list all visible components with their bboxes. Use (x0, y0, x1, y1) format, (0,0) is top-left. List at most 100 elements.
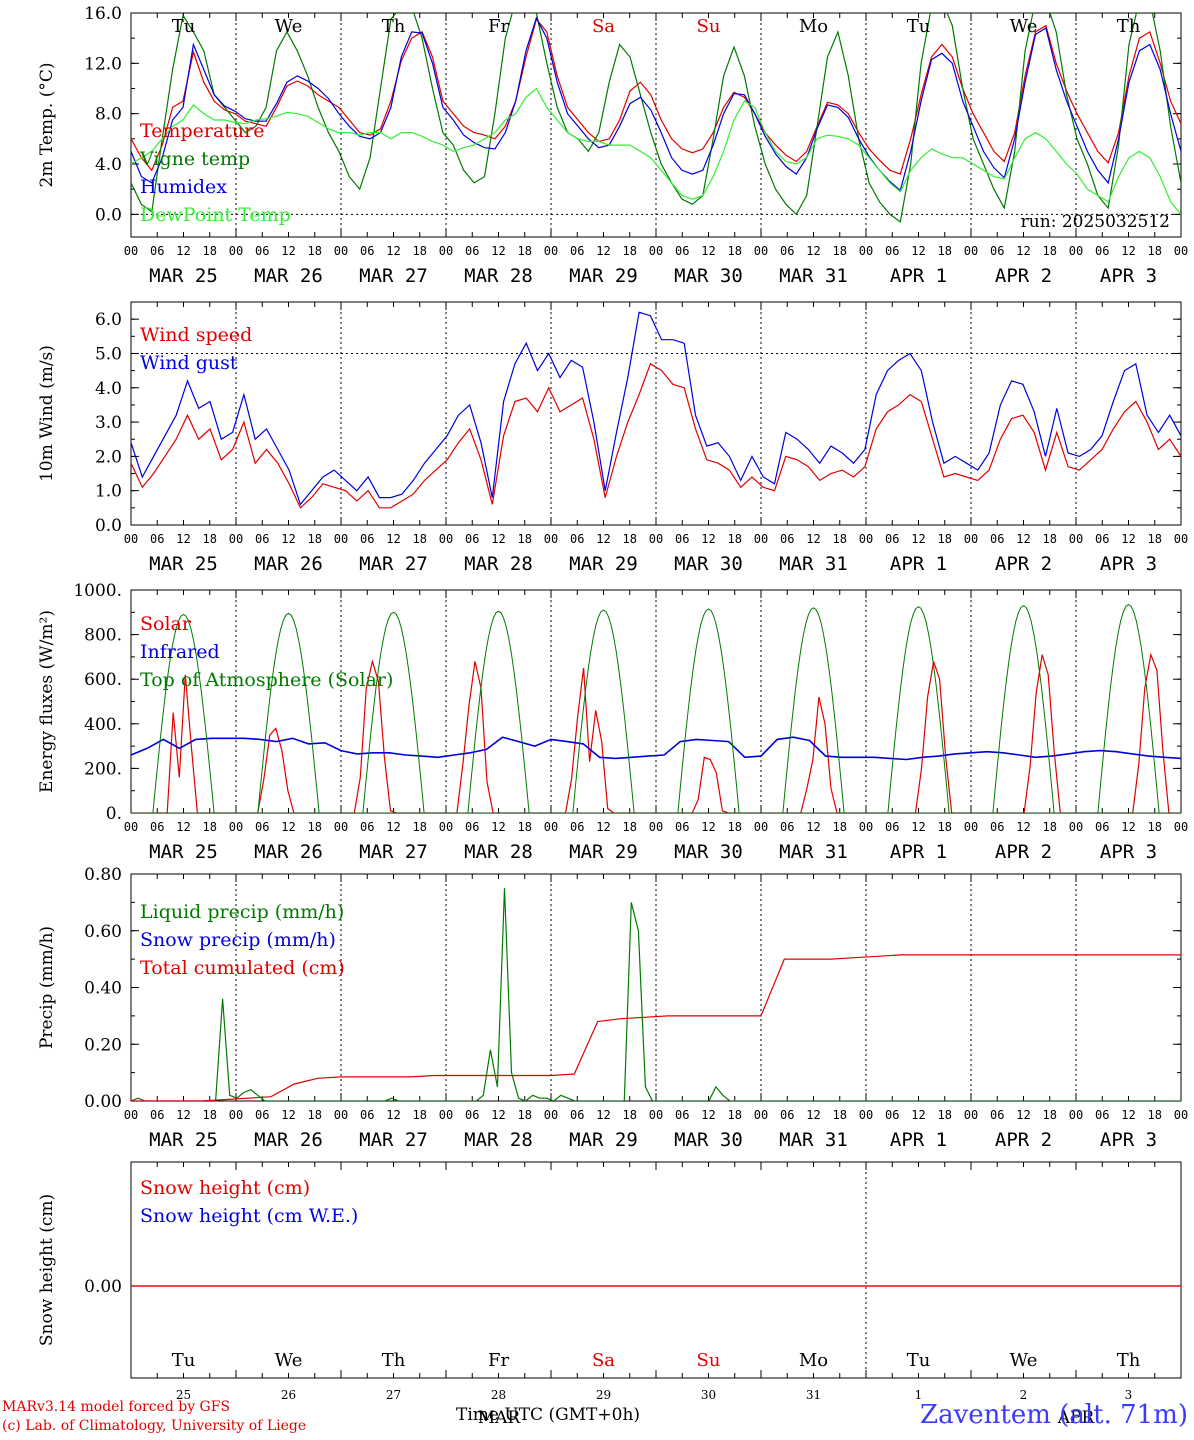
hour-tick-label: 06 (885, 820, 899, 834)
hour-tick-label: 00 (754, 1108, 768, 1122)
y-tick-label: 12.0 (84, 54, 122, 74)
hour-tick-label: 18 (518, 1108, 532, 1122)
weekday-label-top: Tu (172, 16, 196, 37)
hour-tick-label: 18 (623, 820, 637, 834)
weekday-label-bottom: Fr (488, 1350, 509, 1371)
hour-tick-label: 00 (859, 820, 873, 834)
credit-line-lab: (c) Lab. of Climatology, University of L… (2, 1418, 307, 1434)
date-label: MAR 28 (464, 841, 533, 863)
date-label: MAR 29 (569, 553, 638, 575)
hour-tick-label: 18 (1148, 820, 1162, 834)
hour-tick-label: 06 (360, 532, 374, 546)
date-label: MAR 25 (149, 553, 218, 575)
hour-tick-label: 00 (544, 820, 558, 834)
hour-tick-label: 06 (1095, 820, 1109, 834)
series-line (131, 954, 1181, 1101)
day-number: 27 (386, 1388, 401, 1402)
legend-entry: Liquid precip (mm/h) (140, 901, 344, 923)
hour-tick-label: 12 (491, 532, 505, 546)
weekday-label-top: Sa (592, 16, 615, 37)
date-label: MAR 26 (254, 265, 323, 287)
toa-solar-curve (467, 610, 530, 813)
hour-tick-label: 00 (124, 820, 138, 834)
series-group (131, 603, 1181, 813)
hour-tick-label: 06 (990, 820, 1004, 834)
hour-tick-label: 00 (334, 244, 348, 258)
hour-tick-label: 12 (176, 532, 190, 546)
hour-tick-label: 06 (360, 1108, 374, 1122)
hour-tick-label: 06 (885, 532, 899, 546)
y-tick-label: 0.60 (84, 922, 122, 942)
legend-entry: Solar (140, 613, 192, 635)
legend-entry: Snow precip (mm/h) (140, 929, 336, 951)
y-tick-label: 16.0 (84, 4, 122, 24)
hour-tick-label: 00 (1069, 1108, 1083, 1122)
hour-tick-label: 00 (754, 820, 768, 834)
hour-tick-label: 06 (885, 1108, 899, 1122)
date-label: APR 3 (1100, 1129, 1157, 1151)
y-tick-label: 0.40 (84, 979, 122, 999)
hour-tick-label: 06 (150, 244, 164, 258)
date-label: MAR 31 (779, 1129, 848, 1151)
credit-line-model: MARv3.14 model forced by GFS (2, 1399, 231, 1415)
y-tick-label: 3.0 (95, 413, 122, 433)
hour-tick-label: 00 (334, 820, 348, 834)
hour-tick-label: 00 (124, 1108, 138, 1122)
weekday-label-top: Mo (799, 16, 828, 37)
hour-tick-label: 18 (728, 532, 742, 546)
hour-tick-label: 12 (701, 244, 715, 258)
hour-tick-label: 00 (544, 244, 558, 258)
hour-tick-label: 18 (1148, 1108, 1162, 1122)
date-label: MAR 27 (359, 553, 428, 575)
hour-tick-label: 00 (1174, 532, 1188, 546)
date-label: APR 1 (890, 553, 947, 575)
weekday-label-bottom: Su (697, 1350, 721, 1371)
hour-tick-label: 06 (360, 244, 374, 258)
month-label: MAR (478, 1408, 522, 1428)
y-tick-label: 5.0 (95, 344, 122, 364)
toa-solar-curve (677, 608, 740, 813)
hour-tick-label: 12 (596, 244, 610, 258)
month-label: APR (1057, 1408, 1096, 1428)
hour-tick-label: 12 (911, 820, 925, 834)
date-label: MAR 25 (149, 1129, 218, 1151)
date-label: MAR 26 (254, 553, 323, 575)
hour-tick-label: 06 (990, 532, 1004, 546)
hour-tick-label: 18 (833, 244, 847, 258)
hour-tick-label: 12 (491, 1108, 505, 1122)
series-line (131, 736, 1181, 761)
hour-tick-label: 18 (1043, 532, 1057, 546)
weekday-label-bottom: Tu (907, 1350, 931, 1371)
hour-tick-label: 00 (229, 820, 243, 834)
weekday-label-bottom: We (1010, 1350, 1038, 1371)
legend-entry: Snow height (cm) (140, 1177, 310, 1199)
hour-tick-label: 06 (1095, 244, 1109, 258)
weekday-label-top: We (1010, 16, 1038, 37)
hour-tick-label: 06 (780, 532, 794, 546)
date-label: MAR 26 (254, 841, 323, 863)
hour-tick-label: 00 (649, 1108, 663, 1122)
panel-2: 00 06 12 18 00 06 12 18 00 06 12 18 00 06 12 18 00 06 12 18… (37, 301, 1188, 575)
y-axis-label: Snow height (cm) (37, 1194, 57, 1346)
y-tick-label: 400. (84, 715, 122, 735)
weekday-label-bottom: Th (1117, 1350, 1141, 1371)
y-axis-label: Energy fluxes (W/m²) (37, 610, 57, 793)
hour-tick-label: 06 (675, 1108, 689, 1122)
hour-tick-label: 00 (334, 532, 348, 546)
hour-tick-label: 00 (1174, 820, 1188, 834)
hour-tick-label: 00 (544, 532, 558, 546)
hour-tick-label: 12 (176, 244, 190, 258)
hour-tick-label: 12 (701, 820, 715, 834)
hour-tick-label: 06 (465, 1108, 479, 1122)
weekday-label-top: Th (382, 16, 406, 37)
hour-tick-label: 06 (780, 820, 794, 834)
y-tick-label: 8.0 (95, 105, 122, 125)
hour-tick-label: 06 (150, 820, 164, 834)
y-tick-label: 0.20 (84, 1035, 122, 1055)
hour-tick-label: 00 (859, 244, 873, 258)
hour-tick-label: 12 (1121, 820, 1135, 834)
hour-tick-label: 12 (1121, 244, 1135, 258)
date-label: MAR 26 (254, 1129, 323, 1151)
hour-tick-label: 18 (938, 1108, 952, 1122)
